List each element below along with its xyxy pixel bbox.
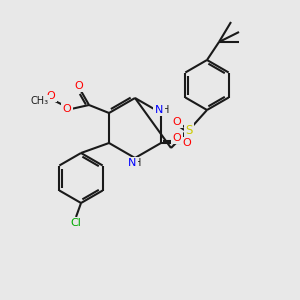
Text: N: N [128, 158, 136, 168]
Text: N: N [155, 105, 163, 115]
Text: H: H [134, 158, 142, 168]
Text: O: O [75, 81, 83, 91]
Text: O: O [46, 91, 56, 101]
Text: O: O [63, 104, 71, 114]
Text: O: O [172, 117, 182, 127]
Text: O: O [183, 138, 191, 148]
Text: Cl: Cl [70, 218, 82, 228]
Text: CH₃: CH₃ [31, 96, 49, 106]
Text: H: H [162, 105, 170, 115]
Text: S: S [185, 124, 193, 136]
Text: O: O [172, 133, 182, 143]
